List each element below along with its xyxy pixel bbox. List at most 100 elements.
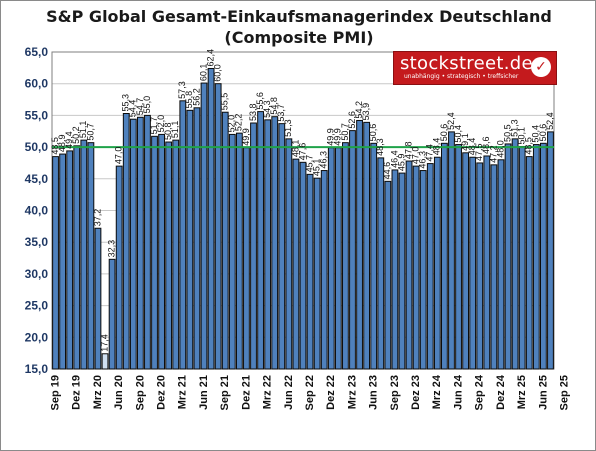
bar <box>356 119 363 370</box>
data-label: 50,6 <box>538 124 548 142</box>
bar <box>532 144 540 370</box>
bar <box>186 109 194 370</box>
x-axis-ticks: Sep 19 Dez 19 Mrz 20 Jun 20 Sep 20 Dez 20 Mrz … <box>49 374 570 410</box>
bar <box>66 150 74 370</box>
data-label: 51,7 <box>149 117 159 135</box>
chart-title: S&P Global Gesamt-Einkaufsmanagerindex D… <box>46 7 552 26</box>
x-tick-label: Jun 21 <box>198 375 210 410</box>
data-label: 50,1 <box>517 127 527 145</box>
chart-subtitle: (Composite PMI) <box>224 28 374 47</box>
x-tick-label: Jun 20 <box>113 375 125 410</box>
data-label: 51,3 <box>509 119 519 137</box>
x-tick-label: Dez 23 <box>410 375 422 410</box>
bar <box>547 131 554 370</box>
data-label: 49,9 <box>333 128 343 146</box>
data-label: 50,6 <box>439 124 449 142</box>
data-label: 55,3 <box>121 94 131 112</box>
bar <box>179 100 187 370</box>
bar <box>271 116 279 370</box>
data-label: 45,7 <box>304 155 314 173</box>
data-label: 17,4 <box>99 334 109 352</box>
bar <box>462 152 470 370</box>
bar <box>419 170 427 370</box>
data-label: 50,4 <box>453 125 463 143</box>
bar <box>327 147 335 370</box>
bar <box>334 147 342 370</box>
bar <box>243 147 250 370</box>
data-label: 55,6 <box>255 92 265 110</box>
data-label: 46,4 <box>389 150 399 168</box>
data-label: 57,3 <box>177 81 187 99</box>
bar <box>292 158 300 370</box>
data-label: 48,9 <box>57 135 67 153</box>
bar <box>299 161 307 370</box>
y-tick-label: 20,0 <box>25 330 49 344</box>
data-label: 60,1 <box>198 64 208 82</box>
bar <box>59 153 67 370</box>
logo-tagline: unabhängig • strategisch • treffsicher <box>404 73 519 80</box>
data-label: 48,5 <box>524 137 534 155</box>
x-tick-label: Mrz 24 <box>431 374 443 409</box>
bar <box>384 180 392 370</box>
data-label: 47,8 <box>403 142 413 160</box>
data-label: 52,2 <box>234 114 244 132</box>
bar <box>235 132 243 370</box>
bar <box>370 142 378 370</box>
bar <box>122 113 130 370</box>
bar <box>306 173 314 370</box>
bar <box>144 114 151 370</box>
bar <box>101 353 109 370</box>
bar <box>115 165 123 370</box>
bar <box>278 123 286 370</box>
bar <box>363 121 371 370</box>
data-label: 49,1 <box>460 133 470 151</box>
bar <box>207 67 215 370</box>
data-label: 53,8 <box>248 103 258 121</box>
bar <box>221 111 229 370</box>
x-tick-label: Sep 22 <box>304 375 316 410</box>
bar <box>504 143 512 370</box>
data-label: 47,2 <box>488 145 498 163</box>
bar <box>94 227 102 370</box>
x-tick-label: Mrz 20 <box>92 375 104 409</box>
bar <box>448 131 455 370</box>
y-tick-label: 45,0 <box>25 172 49 186</box>
data-label: 50,7 <box>85 123 95 141</box>
x-tick-label: Dez 24 <box>495 374 507 410</box>
bar <box>214 83 222 370</box>
y-tick-label: 15,0 <box>25 362 49 376</box>
data-label: 48,3 <box>375 138 385 156</box>
bar <box>349 130 356 370</box>
x-tick-label: Jun 22 <box>283 375 295 410</box>
data-label: 60,0 <box>213 64 223 82</box>
bar <box>433 156 441 370</box>
bar <box>257 111 264 370</box>
data-label: 47,0 <box>114 147 124 165</box>
data-label: 48,4 <box>467 138 477 156</box>
data-label: 47,4 <box>425 144 435 162</box>
bar <box>490 164 498 370</box>
data-label: 47,6 <box>297 143 307 161</box>
bar <box>165 141 173 370</box>
x-tick-label: Mrz 21 <box>177 375 189 409</box>
data-label: 55,0 <box>142 96 152 114</box>
data-label: 45,9 <box>396 154 406 172</box>
data-label: 44,6 <box>382 162 392 180</box>
bar <box>525 156 533 370</box>
bar <box>455 144 462 370</box>
data-label: 51,3 <box>283 119 293 137</box>
bar <box>52 156 59 370</box>
y-tick-label: 55,0 <box>25 108 49 122</box>
data-label: 46,3 <box>418 151 428 169</box>
bar <box>412 165 420 370</box>
data-label: 53,7 <box>276 104 286 122</box>
bar <box>250 122 257 370</box>
x-tick-label: Dez 21 <box>240 375 252 410</box>
data-label: 54,8 <box>269 97 279 115</box>
x-tick-label: Dez 19 <box>71 375 83 410</box>
check-icon: ✓ <box>531 57 551 77</box>
bar <box>80 139 88 370</box>
data-label: 54,3 <box>262 100 272 118</box>
